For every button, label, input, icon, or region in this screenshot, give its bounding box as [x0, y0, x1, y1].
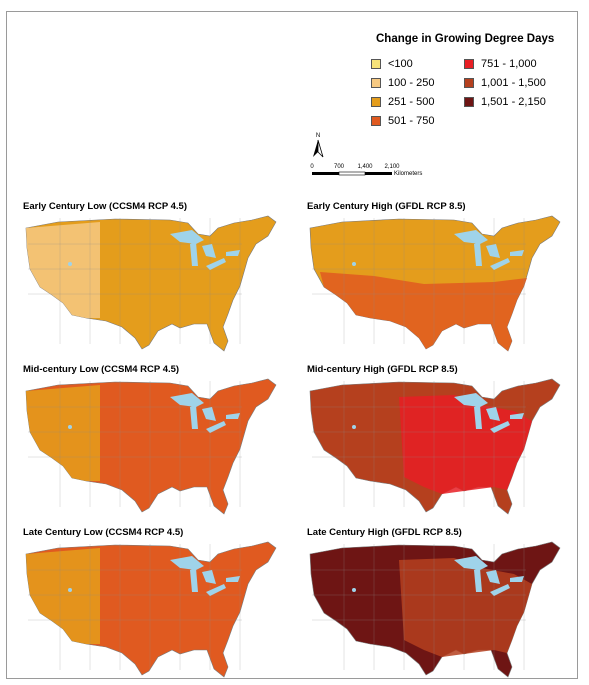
legend-label: 501 - 750 [388, 115, 435, 127]
map-title: Mid-century High (GFDL RCP 8.5) [307, 364, 458, 375]
map-lake-ontario [226, 250, 240, 256]
map-lake-ontario [510, 250, 524, 256]
map-svg [25, 378, 277, 515]
legend-item: 1,501 - 2,150 [464, 96, 546, 108]
scale-tick: 2,100 [384, 164, 400, 170]
map-title: Early Century Low (CCSM4 RCP 4.5) [23, 201, 188, 212]
legend-label: 100 - 250 [388, 77, 435, 89]
legend-item: 751 - 1,000 [464, 58, 537, 70]
north-arrow-icon: N [313, 133, 324, 158]
map-lake-erie [490, 421, 510, 433]
map-svg [309, 541, 561, 678]
map-lake-ontario [510, 413, 524, 419]
legend-label: 1,001 - 1,500 [481, 77, 546, 89]
map-lake-huron [486, 244, 500, 258]
legend-swatch [464, 97, 474, 107]
map-lake-erie [206, 584, 226, 596]
map-lake-erie [490, 258, 510, 270]
map-title: Late Century High (GFDL RCP 8.5) [307, 527, 462, 538]
legend-swatch [371, 97, 381, 107]
map-late-century-low [20, 540, 278, 678]
map-lake-huron [202, 244, 216, 258]
legend-item: <100 [371, 58, 413, 70]
legend-swatch [371, 116, 381, 126]
map-mid-century-high [304, 377, 562, 515]
map-lake-huron [486, 570, 500, 584]
map-late-century-high [304, 540, 562, 678]
map-lake-superior [454, 230, 488, 244]
legend-item: 100 - 250 [371, 77, 434, 89]
map-early-century-high [304, 214, 562, 352]
map-svg [25, 541, 277, 678]
map-lake-michigan [474, 568, 482, 592]
map-lake-michigan [474, 405, 482, 429]
map-lake-salt [352, 588, 356, 592]
map-lake-superior [454, 556, 488, 570]
map-lake-michigan [190, 405, 198, 429]
legend-label: 1,501 - 2,150 [481, 96, 546, 108]
map-lake-michigan [474, 242, 482, 266]
map-lake-superior [454, 393, 488, 407]
map-land-secondary [26, 222, 100, 318]
map-svg [309, 215, 561, 352]
map-title: Late Century Low (CCSM4 RCP 4.5) [23, 527, 184, 538]
map-lake-superior [170, 393, 204, 407]
scale-tick: 700 [334, 164, 345, 170]
map-title: Early Century High (GFDL RCP 8.5) [307, 201, 466, 212]
legend-item: 1,001 - 1,500 [464, 77, 546, 89]
legend-item: 501 - 750 [371, 115, 434, 127]
map-lake-salt [352, 425, 356, 429]
map-mid-century-low [20, 377, 278, 515]
north-label: N [316, 133, 320, 139]
map-title: Mid-century Low (CCSM4 RCP 4.5) [23, 364, 180, 375]
scale-unit: Kilometers [394, 171, 422, 177]
scale-bar: 0 700 1,400 2,100 Kilometers [310, 164, 422, 177]
scale-tick: 0 [310, 164, 314, 170]
legend-label: 751 - 1,000 [481, 58, 537, 70]
map-lake-salt [68, 425, 72, 429]
legend-swatch [371, 59, 381, 69]
map-lake-ontario [510, 576, 524, 582]
legend-item: 251 - 500 [371, 96, 434, 108]
map-lake-salt [352, 262, 356, 266]
map-lake-huron [486, 407, 500, 421]
legend-label: <100 [388, 58, 413, 70]
map-land-secondary [26, 548, 100, 644]
map-lake-salt [68, 588, 72, 592]
figure-frame [6, 11, 578, 679]
map-lake-erie [206, 258, 226, 270]
map-lake-salt [68, 262, 72, 266]
map-lake-superior [170, 556, 204, 570]
map-lake-michigan [190, 568, 198, 592]
legend-swatch [371, 78, 381, 88]
legend-swatch [464, 59, 474, 69]
map-lake-huron [202, 407, 216, 421]
scale-tick: 1,400 [357, 164, 373, 170]
map-lake-erie [206, 421, 226, 433]
map-early-century-low [20, 214, 278, 352]
legend-label: 251 - 500 [388, 96, 435, 108]
map-lake-michigan [190, 242, 198, 266]
map-lake-ontario [226, 413, 240, 419]
map-svg [25, 215, 277, 352]
map-svg [309, 378, 561, 515]
legend-title: Change in Growing Degree Days [376, 33, 555, 45]
map-land-secondary [26, 385, 100, 481]
map-land-secondary [320, 272, 527, 351]
map-lake-erie [490, 584, 510, 596]
map-lake-ontario [226, 576, 240, 582]
map-lake-huron [202, 570, 216, 584]
legend-swatch [464, 78, 474, 88]
map-lake-superior [170, 230, 204, 244]
